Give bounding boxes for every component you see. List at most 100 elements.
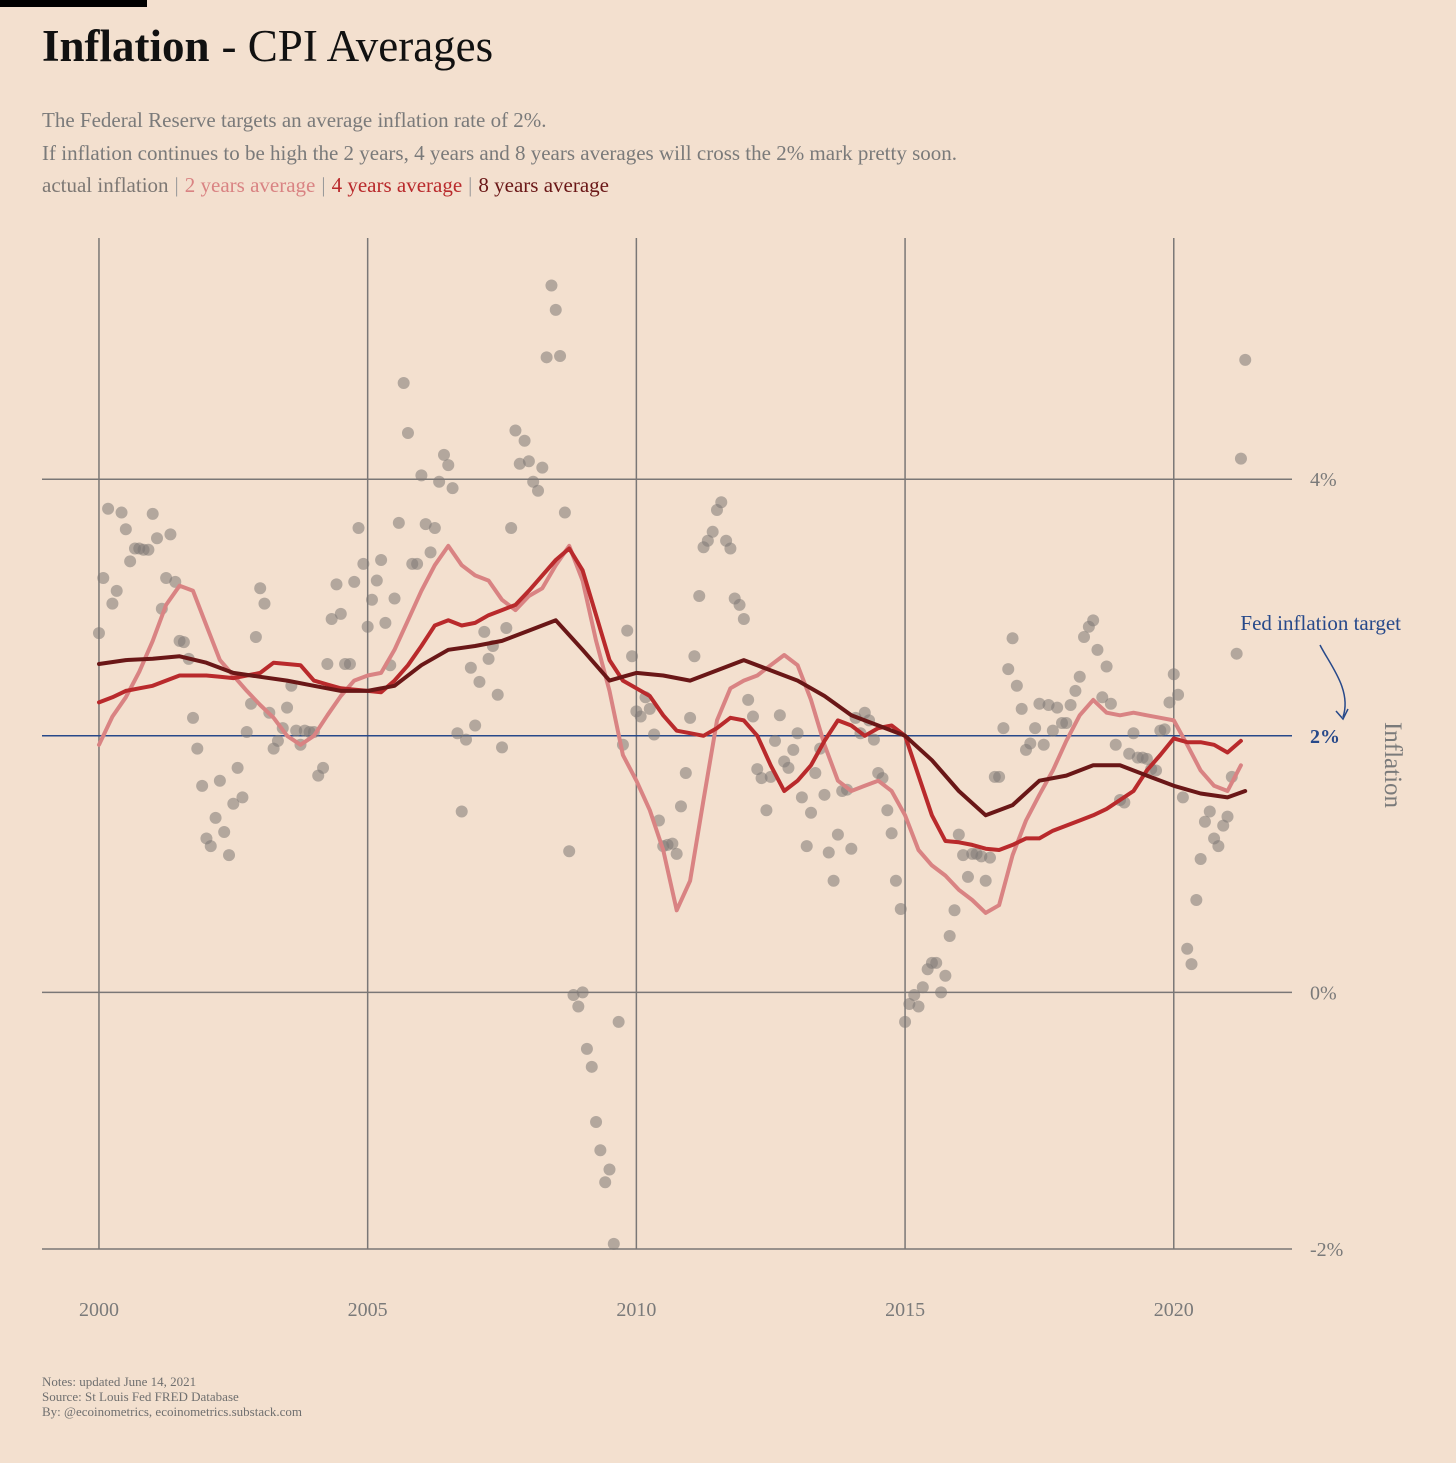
legend-separator: | [468, 173, 472, 197]
data-point [1230, 647, 1243, 660]
data-point [482, 652, 495, 665]
data-point [1037, 738, 1050, 751]
data-point [1127, 727, 1140, 740]
data-point [634, 710, 647, 723]
y-tick-label: 2% [1310, 726, 1340, 748]
data-point [979, 874, 992, 887]
legend: actual inflation | 2 years average | 4 years… [42, 173, 609, 197]
data-point [818, 788, 831, 801]
legend-entry: 4 years average [332, 173, 463, 197]
data-point [742, 693, 755, 706]
data-point [943, 929, 956, 942]
data-point [594, 1144, 607, 1157]
data-point [92, 627, 105, 640]
data-point [424, 546, 437, 559]
data-point [97, 571, 110, 584]
data-point [446, 482, 459, 495]
data-point [549, 303, 562, 316]
data-point [626, 650, 639, 663]
data-point [1190, 894, 1203, 907]
note: Notes: updated June 14, 2021 [42, 1374, 196, 1389]
data-point [993, 770, 1006, 783]
data-point [939, 969, 952, 982]
data-point [213, 774, 226, 787]
data-point [343, 657, 356, 670]
data-point [670, 847, 683, 860]
data-point [249, 631, 262, 644]
data-point [760, 804, 773, 817]
data-point [800, 840, 813, 853]
annotation-arrow [1319, 644, 1346, 718]
data-point [370, 574, 383, 587]
y-axis-label: Inflation [1379, 722, 1406, 809]
data-point [563, 845, 576, 858]
data-point [621, 624, 634, 637]
data-point [290, 724, 303, 737]
data-point [648, 728, 661, 741]
legend-entry: actual inflation [42, 173, 169, 197]
y-tick-label: -2% [1310, 1239, 1343, 1261]
data-point [142, 543, 155, 556]
data-point [160, 571, 173, 584]
data-point [1024, 737, 1037, 750]
x-tick-label: 2020 [1154, 1299, 1194, 1321]
data-point [952, 828, 965, 841]
data-point [580, 1042, 593, 1055]
data-point [115, 506, 128, 519]
data-point [612, 1015, 625, 1028]
note: By: @ecoinometrics, ecoinometrics.substa… [42, 1404, 302, 1419]
data-point [715, 496, 728, 509]
data-point [325, 613, 338, 626]
data-point [1158, 723, 1171, 736]
data-point [961, 870, 974, 883]
data-point [1015, 702, 1028, 715]
data-point [177, 636, 190, 649]
data-point [1064, 699, 1077, 712]
data-point [102, 502, 115, 515]
data-point [1194, 852, 1207, 865]
data-point [196, 779, 209, 792]
legend-separator: | [175, 173, 179, 197]
data-point [1006, 632, 1019, 645]
data-point [1198, 815, 1211, 828]
title-rest: - CPI Averages [222, 21, 494, 71]
data-point [187, 711, 200, 724]
data-point [388, 592, 401, 605]
data-point [365, 593, 378, 606]
series-line [97, 546, 1243, 852]
data-point [271, 734, 284, 747]
data-point [885, 827, 898, 840]
data-point [428, 521, 441, 534]
data-point [473, 675, 486, 688]
data-point [419, 518, 432, 531]
data-point [845, 842, 858, 855]
data-point [532, 484, 545, 497]
data-point [240, 725, 253, 738]
data-point [540, 351, 553, 364]
data-point [379, 616, 392, 629]
marks [92, 279, 1252, 1250]
x-tick-label: 2005 [348, 1299, 388, 1321]
data-point [1150, 764, 1163, 777]
data-point [460, 733, 473, 746]
title-main: Inflation [42, 21, 210, 71]
data-point [191, 742, 204, 755]
y-tick-label: 0% [1310, 982, 1337, 1004]
data-point [1181, 942, 1194, 955]
data-point [733, 598, 746, 611]
data-point [831, 828, 844, 841]
data-point [397, 376, 410, 389]
data-point [930, 956, 943, 969]
data-point [679, 767, 692, 780]
data-point [357, 557, 370, 570]
data-point [1010, 679, 1023, 692]
data-point [106, 597, 119, 610]
data-point [908, 988, 921, 1001]
data-point [737, 613, 750, 626]
data-point [522, 455, 535, 468]
data-point [1185, 958, 1198, 971]
data-point [1060, 716, 1073, 729]
data-point [599, 1176, 612, 1189]
data-point [701, 534, 714, 547]
data-point [1091, 643, 1104, 656]
